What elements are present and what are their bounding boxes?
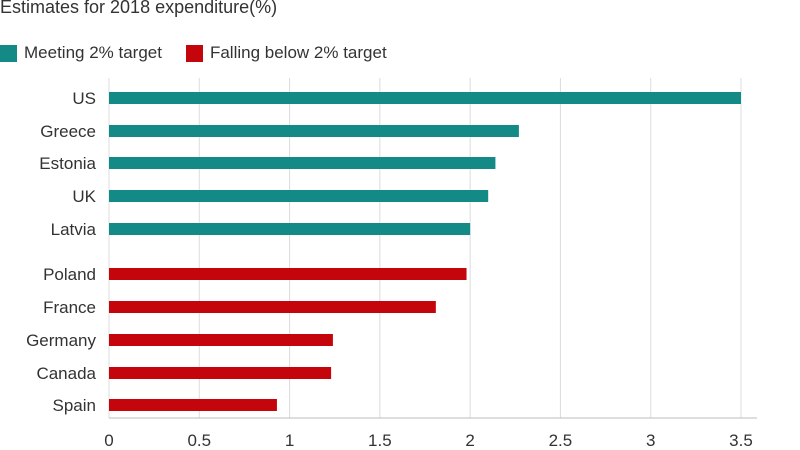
legend-label-meeting: Meeting 2% target xyxy=(24,43,162,62)
chart-title: Estimates for 2018 expenditure(%) xyxy=(0,0,277,18)
bar-germany xyxy=(109,334,333,346)
category-label-latvia: Latvia xyxy=(51,220,97,239)
chart-title-unit: (%) xyxy=(249,0,278,17)
category-label-spain: Spain xyxy=(53,396,96,415)
legend-label-below: Falling below 2% target xyxy=(209,43,387,62)
category-label-greece: Greece xyxy=(40,122,96,141)
x-tick-label-6: 3 xyxy=(646,431,655,450)
chart-title-text: Estimates for 2018 expenditure xyxy=(0,0,250,17)
bar-spain xyxy=(109,399,277,411)
category-label-france: France xyxy=(43,298,96,317)
legend-item-meeting: Meeting 2% target xyxy=(0,43,162,63)
x-tick-label-4: 2 xyxy=(465,431,474,450)
x-tick-label-1: 0.5 xyxy=(187,431,211,450)
category-label-uk: UK xyxy=(72,187,96,206)
bar-latvia xyxy=(109,223,471,235)
bar-poland xyxy=(109,268,467,280)
x-tick-label-2: 1 xyxy=(285,431,294,450)
bar-uk xyxy=(109,190,489,202)
x-tick-label-7: 3.5 xyxy=(729,431,753,450)
category-label-canada: Canada xyxy=(36,364,96,383)
category-label-us: US xyxy=(72,89,96,108)
x-tick-label-0: 0 xyxy=(104,431,113,450)
legend: Meeting 2% target Falling below 2% targe… xyxy=(0,43,411,63)
x-tick-label-5: 2.5 xyxy=(549,431,573,450)
bar-estonia xyxy=(109,157,496,169)
legend-swatch-below xyxy=(185,44,203,62)
category-label-poland: Poland xyxy=(43,265,96,284)
legend-item-below: Falling below 2% target xyxy=(185,43,387,63)
category-label-germany: Germany xyxy=(26,331,96,350)
legend-swatch-meeting xyxy=(0,44,17,62)
bar-france xyxy=(109,301,436,313)
bar-canada xyxy=(109,367,332,379)
bar-us xyxy=(109,92,741,104)
bar-greece xyxy=(109,125,519,137)
x-tick-label-3: 1.5 xyxy=(368,431,392,450)
category-label-estonia: Estonia xyxy=(39,154,96,173)
